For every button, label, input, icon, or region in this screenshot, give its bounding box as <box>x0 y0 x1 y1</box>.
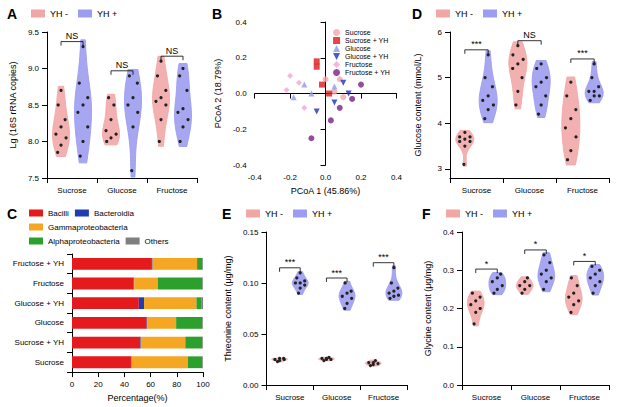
svg-text:Others: Others <box>145 237 169 246</box>
svg-text:Glucose: Glucose <box>35 318 65 327</box>
svg-text:C: C <box>7 206 17 222</box>
svg-text:***: *** <box>471 39 482 49</box>
svg-text:Fructose: Fructose <box>345 61 372 68</box>
svg-text:Sucrose + YH: Sucrose + YH <box>345 37 388 44</box>
svg-text:Sucrose + YH: Sucrose + YH <box>15 338 65 347</box>
svg-text:-0.4: -0.4 <box>233 161 247 170</box>
svg-text:100: 100 <box>196 380 210 389</box>
svg-text:Alphaproteobacteria: Alphaproteobacteria <box>48 237 120 246</box>
svg-text:Glucose + YH: Glucose + YH <box>15 299 65 308</box>
svg-text:Glucose: Glucose <box>345 45 371 52</box>
svg-text:Glucose: Glucose <box>515 186 545 195</box>
svg-text:5: 5 <box>438 73 443 82</box>
svg-text:3: 3 <box>438 164 443 173</box>
svg-text:***: *** <box>331 268 342 278</box>
svg-text:Fructose + YH: Fructose + YH <box>13 259 64 268</box>
svg-text:0: 0 <box>70 380 75 389</box>
svg-text:YH +: YH + <box>502 9 522 19</box>
svg-text:8.0: 8.0 <box>28 137 40 146</box>
svg-text:0.2: 0.2 <box>355 173 367 182</box>
svg-text:Fructose: Fructose <box>567 186 599 195</box>
svg-text:YH +: YH + <box>512 209 532 219</box>
svg-text:20: 20 <box>94 380 103 389</box>
svg-text:-0.2: -0.2 <box>233 125 247 134</box>
svg-text:Fructose: Fructose <box>156 186 188 195</box>
svg-text:NS: NS <box>116 60 129 70</box>
svg-text:D: D <box>412 6 422 22</box>
svg-text:Glucose: Glucose <box>107 186 137 195</box>
svg-text:-0.2: -0.2 <box>283 173 297 182</box>
svg-text:0.0: 0.0 <box>443 381 455 390</box>
svg-text:YH -: YH - <box>265 209 283 219</box>
svg-text:0.15: 0.15 <box>243 228 259 237</box>
svg-text:80: 80 <box>172 380 181 389</box>
svg-text:Fructose: Fructose <box>368 393 400 402</box>
svg-text:YH -: YH - <box>465 209 483 219</box>
svg-text:4: 4 <box>438 119 443 128</box>
svg-text:0.10: 0.10 <box>243 279 259 288</box>
svg-text:0.05: 0.05 <box>243 330 259 339</box>
svg-text:0.0: 0.0 <box>236 89 248 98</box>
svg-text:NS: NS <box>166 46 179 56</box>
svg-text:Threonine content (μg/mg): Threonine content (μg/mg) <box>223 255 233 361</box>
svg-text:NS: NS <box>66 31 79 41</box>
svg-text:60: 60 <box>146 380 155 389</box>
svg-text:Sucrose: Sucrose <box>57 186 87 195</box>
svg-text:Lg (16S rRNA copies): Lg (16S rRNA copies) <box>8 61 18 148</box>
svg-text:0.4: 0.4 <box>391 173 403 182</box>
svg-text:0.2: 0.2 <box>443 304 455 313</box>
svg-text:Fructose: Fructose <box>569 393 601 402</box>
svg-text:8.5: 8.5 <box>28 101 40 110</box>
svg-text:Glucose + YH: Glucose + YH <box>345 53 388 60</box>
svg-text:A: A <box>7 6 17 22</box>
svg-text:Sucrose: Sucrose <box>472 393 502 402</box>
svg-text:7.5: 7.5 <box>28 174 40 183</box>
svg-text:*: * <box>485 259 489 269</box>
svg-text:B: B <box>212 6 222 22</box>
svg-text:Gammaproteobacteria: Gammaproteobacteria <box>48 223 128 232</box>
svg-text:Bacilli: Bacilli <box>48 209 69 218</box>
svg-text:YH +: YH + <box>97 9 117 19</box>
svg-text:YH -: YH - <box>50 9 68 19</box>
svg-text:Fructose + YH: Fructose + YH <box>345 69 390 76</box>
svg-text:9.5: 9.5 <box>28 28 40 37</box>
svg-text:F: F <box>422 206 431 222</box>
svg-text:Fructose: Fructose <box>33 279 65 288</box>
svg-text:0.1: 0.1 <box>443 342 455 351</box>
svg-text:0.4: 0.4 <box>236 18 248 27</box>
svg-text:***: *** <box>378 252 389 262</box>
svg-text:0.2: 0.2 <box>236 53 248 62</box>
svg-text:PCoA 1 (45.86%): PCoA 1 (45.86%) <box>291 186 361 196</box>
svg-text:Bacteroidia: Bacteroidia <box>94 209 135 218</box>
svg-text:Sucrose: Sucrose <box>345 29 371 36</box>
svg-text:Sucrose: Sucrose <box>35 358 65 367</box>
svg-text:E: E <box>222 206 231 222</box>
svg-text:6: 6 <box>438 28 443 37</box>
svg-text:Percentage(%): Percentage(%) <box>107 393 167 403</box>
svg-text:0.00: 0.00 <box>243 381 259 390</box>
svg-text:*: * <box>534 239 538 249</box>
svg-text:0.3: 0.3 <box>443 266 455 275</box>
svg-text:Glucose: Glucose <box>521 393 551 402</box>
svg-text:Glucose: Glucose <box>322 393 352 402</box>
svg-text:Sucrose: Sucrose <box>462 186 492 195</box>
svg-text:NS: NS <box>523 30 536 40</box>
svg-text:YH +: YH + <box>312 209 332 219</box>
svg-text:9.0: 9.0 <box>28 64 40 73</box>
svg-text:0.0: 0.0 <box>320 173 332 182</box>
svg-text:PCoA 2 (18.79%): PCoA 2 (18.79%) <box>213 59 223 129</box>
svg-text:YH -: YH - <box>455 9 473 19</box>
svg-text:***: *** <box>285 257 296 267</box>
svg-text:Glycine content (μg/mg): Glycine content (μg/mg) <box>423 261 433 357</box>
svg-text:***: *** <box>577 48 588 58</box>
svg-text:Sucrose: Sucrose <box>275 393 305 402</box>
svg-text:40: 40 <box>120 380 129 389</box>
svg-text:*: * <box>583 251 587 261</box>
svg-text:-0.4: -0.4 <box>248 173 262 182</box>
svg-text:Glucose content (mmol/L): Glucose content (mmol/L) <box>413 53 423 156</box>
svg-text:0.4: 0.4 <box>443 228 455 237</box>
